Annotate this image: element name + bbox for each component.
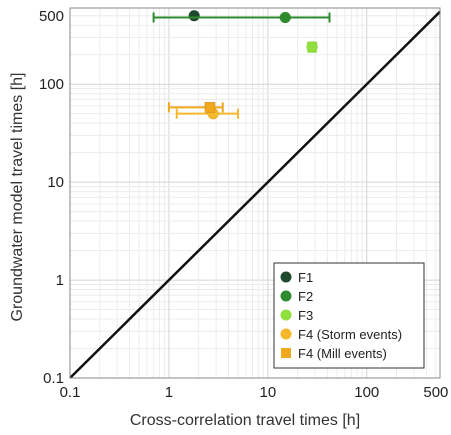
series-layer — [152, 10, 331, 120]
one-to-one-line — [69, 10, 441, 379]
legend-marker — [280, 309, 292, 321]
reference-line-layer — [69, 10, 441, 379]
legend-label: F1 — [298, 270, 313, 285]
y-tick-label: 0.1 — [43, 370, 64, 387]
y-tick-label: 100 — [39, 76, 64, 93]
legend-marker — [280, 290, 292, 302]
legend-label: F2 — [298, 289, 313, 304]
x-tick-label: 500 — [423, 384, 448, 401]
x-tick-label: 1 — [165, 384, 173, 401]
y-tick-label: 1 — [56, 272, 64, 289]
y-axis-title: Groundwater model travel times [h] — [9, 73, 26, 322]
legend-label: F3 — [298, 308, 313, 323]
data-point — [188, 10, 200, 22]
x-tick-label: 10 — [259, 384, 276, 401]
legend: F1 F2 F3 F4 (Storm events) F4 (Mill events) — [273, 262, 425, 369]
x-tick-label: 100 — [354, 384, 379, 401]
legend-marker — [280, 271, 292, 283]
legend-label: F4 (Storm events) — [298, 327, 402, 342]
y-tick-label: 500 — [39, 8, 64, 25]
legend-label: F4 (Mill events) — [298, 346, 387, 361]
data-point — [306, 41, 318, 53]
x-axis-title: Cross-correlation travel times [h] — [130, 412, 360, 429]
plot-frame — [69, 7, 441, 379]
data-point — [279, 11, 292, 24]
legend-marker — [280, 328, 292, 340]
data-point — [204, 102, 216, 113]
tick-labels: 0.1 1 10 100 500 0.1 1 10 100 500 — [39, 8, 448, 401]
legend-marker — [281, 348, 291, 358]
x-tick-label: 0.1 — [60, 384, 81, 401]
y-tick-label: 10 — [47, 174, 64, 191]
legend-box — [273, 262, 425, 369]
